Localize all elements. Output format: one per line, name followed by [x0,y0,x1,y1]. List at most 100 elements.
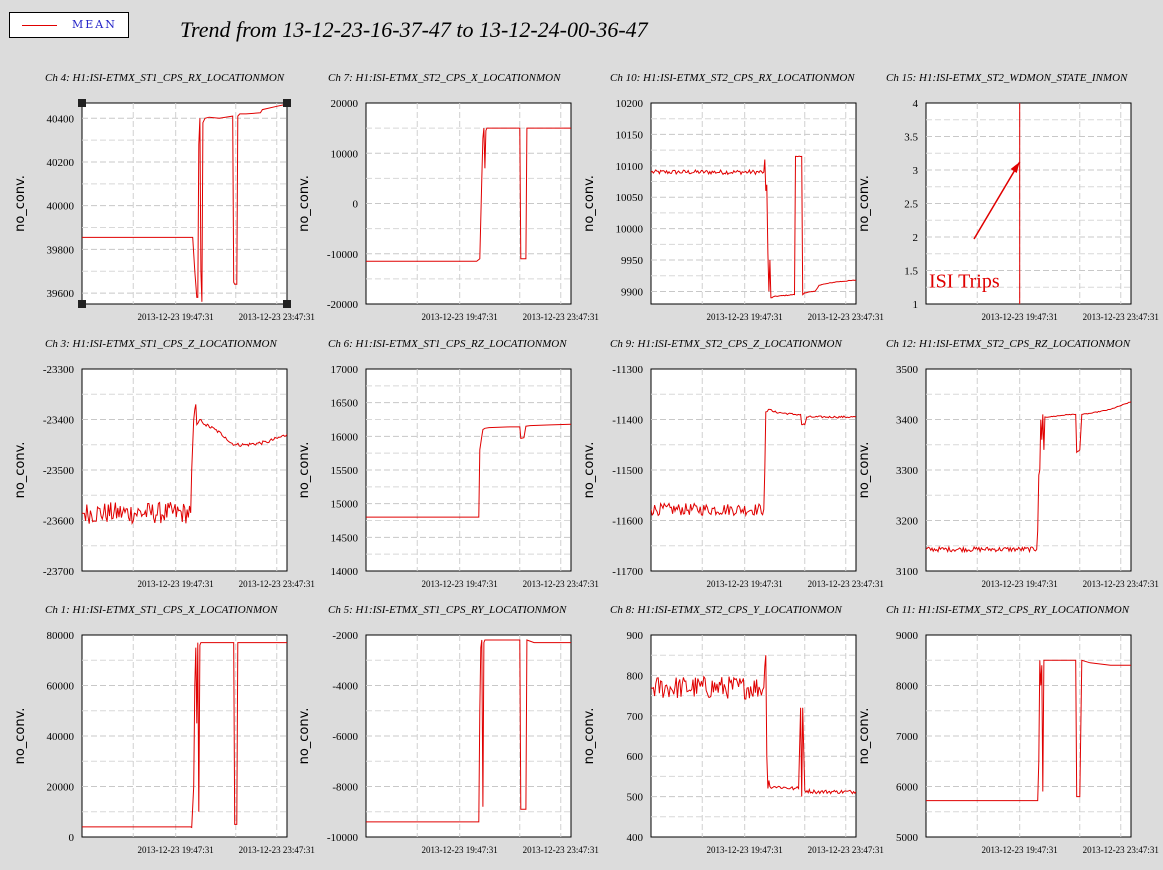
x-tick-label: 2013-12-23 19:47:31 [982,579,1058,589]
chart-title: Ch 8: H1:ISI-ETMX_ST2_CPS_Y_LOCATIONMON [610,604,842,616]
x-tick-label: 2013-12-23 23:47:31 [239,845,315,855]
x-tick-label: 2013-12-23 19:47:31 [422,845,498,855]
y-tick-label: 39600 [47,288,75,300]
y-tick-label: 16500 [331,398,359,410]
plot-area [81,102,288,305]
x-tick-label: 2013-12-23 19:47:31 [982,312,1058,322]
y-tick-label: 3300 [896,465,919,477]
plot-area [650,102,857,305]
y-tick-label: -23300 [43,364,75,376]
x-tick-label: 2013-12-23 19:47:31 [422,312,498,322]
x-tick-label: 2013-12-23 23:47:31 [808,845,884,855]
series-line-1 [926,401,1131,554]
series-line-1 [366,639,571,823]
y-tick-label: -11400 [612,415,643,427]
chart-2: Ch 7: H1:ISI-ETMX_ST2_CPS_X_LOCATIONMON -… [297,72,599,322]
y-tick-label: 9000 [896,630,919,642]
y-axis-label: no_conv. [582,708,597,765]
y-tick-label: 1.5 [904,266,918,278]
y-axis-label: no_conv. [297,442,312,499]
y-tick-label: 10100 [616,161,644,173]
x-tick-label: 2013-12-23 23:47:31 [523,845,599,855]
series-line-1 [651,155,856,299]
chart-title: Ch 3: H1:ISI-ETMX_ST1_CPS_Z_LOCATIONMON [45,338,277,350]
y-tick-label: 40000 [47,731,75,743]
y-tick-label: -23700 [43,566,75,578]
x-tick-label: 2013-12-23 19:47:31 [138,312,214,322]
x-tick-label: 2013-12-23 19:47:31 [422,579,498,589]
y-tick-label: 10000 [331,148,359,160]
chart-title: Ch 4: H1:ISI-ETMX_ST1_CPS_RX_LOCATIONMON [45,72,285,84]
selection-handle [78,99,86,107]
y-tick-label: -2000 [332,630,358,642]
y-tick-label: 800 [627,670,644,682]
y-tick-label: -23400 [43,415,75,427]
series-line-1 [366,423,571,518]
y-axis-label: no_conv. [13,175,28,232]
x-tick-label: 2013-12-23 23:47:31 [1083,312,1159,322]
y-tick-label: 2 [913,232,919,244]
chart-7: Ch 9: H1:ISI-ETMX_ST2_CPS_Z_LOCATIONMON -… [582,338,884,589]
x-tick-label: 2013-12-23 23:47:31 [808,312,884,322]
y-tick-label: -23600 [43,516,75,528]
y-tick-label: 10150 [616,129,644,141]
y-tick-label: 3400 [896,415,919,427]
selection-handle [283,99,291,107]
chart-title: Ch 5: H1:ISI-ETMX_ST1_CPS_RY_LOCATIONMON [328,604,567,616]
series-line-1 [651,408,856,518]
y-tick-label: -8000 [332,782,358,794]
chart-title: Ch 1: H1:ISI-ETMX_ST1_CPS_X_LOCATIONMON [45,604,278,616]
y-tick-label: -4000 [332,681,358,693]
y-tick-label: 3100 [896,566,919,578]
series-line-1 [651,655,856,797]
y-tick-label: 3 [913,165,919,177]
y-axis-label: no_conv. [582,442,597,499]
x-tick-label: 2013-12-23 19:47:31 [707,579,783,589]
y-axis-label: no_conv. [13,442,28,499]
y-tick-label: 3200 [896,516,919,528]
y-tick-label: 700 [627,711,644,723]
x-tick-label: 2013-12-23 23:47:31 [1083,579,1159,589]
x-tick-label: 2013-12-23 23:47:31 [239,579,315,589]
y-tick-label: 5000 [896,832,919,844]
y-tick-label: 20000 [331,98,359,110]
legend-box: MEAN [9,12,129,38]
y-tick-label: 9900 [621,286,644,298]
selection-handle [283,300,291,308]
y-axis-label: no_conv. [297,175,312,232]
selection-handle [78,300,86,308]
chart-12: Ch 11: H1:ISI-ETMX_ST2_CPS_RY_LOCATIONMO… [857,604,1159,855]
chart-title: Ch 6: H1:ISI-ETMX_ST1_CPS_RZ_LOCATIONMON [328,338,567,350]
page-title: Trend from 13-12-23-16-37-47 to 13-12-24… [180,17,648,42]
y-tick-label: 6000 [896,782,919,794]
y-tick-label: 0 [353,199,359,211]
y-tick-label: -10000 [327,249,359,261]
x-tick-label: 2013-12-23 23:47:31 [1083,845,1159,855]
y-tick-label: 20000 [47,782,75,794]
y-tick-label: 10050 [616,192,644,204]
y-tick-label: 7000 [896,731,919,743]
chart-title: Ch 12: H1:ISI-ETMX_ST2_CPS_RZ_LOCATIONMO… [886,338,1131,350]
chart-1: Ch 4: H1:ISI-ETMX_ST1_CPS_RX_LOCATIONMON… [13,72,315,322]
legend-swatch [22,25,57,26]
y-tick-label: 40400 [47,113,75,125]
y-tick-label: 16000 [331,431,359,443]
y-axis-label: no_conv. [857,442,872,499]
y-tick-label: 4 [913,98,919,110]
x-tick-label: 2013-12-23 19:47:31 [138,845,214,855]
chart-6: Ch 6: H1:ISI-ETMX_ST1_CPS_RZ_LOCATIONMON… [297,338,599,589]
x-tick-label: 2013-12-23 19:47:31 [707,312,783,322]
chart-title: Ch 7: H1:ISI-ETMX_ST2_CPS_X_LOCATIONMON [328,72,561,84]
y-tick-label: -6000 [332,731,358,743]
series-line-1 [82,404,287,525]
chart-10: Ch 5: H1:ISI-ETMX_ST1_CPS_RY_LOCATIONMON… [297,604,599,855]
x-tick-label: 2013-12-23 23:47:31 [808,579,884,589]
y-tick-label: 0 [69,832,75,844]
x-tick-label: 2013-12-23 19:47:31 [707,845,783,855]
chart-title: Ch 10: H1:ISI-ETMX_ST2_CPS_RX_LOCATIONMO… [610,72,855,84]
x-tick-label: 2013-12-23 23:47:31 [523,312,599,322]
y-tick-label: -23500 [43,465,75,477]
y-tick-label: 14000 [331,566,359,578]
series-line-1 [82,103,287,302]
